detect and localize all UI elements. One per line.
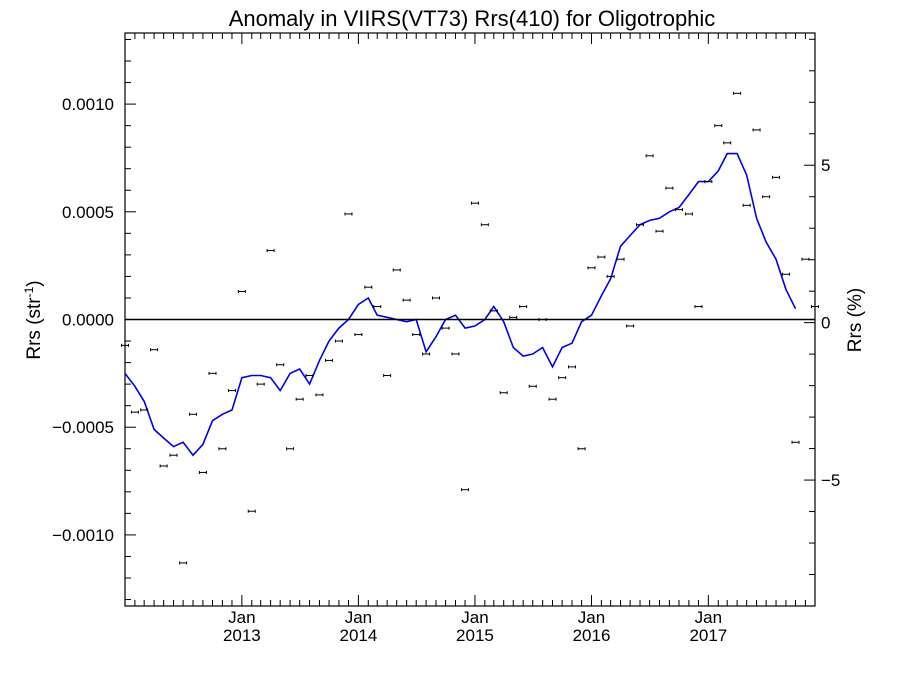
data-point (179, 561, 188, 565)
data-point (587, 266, 596, 270)
data-point (247, 509, 256, 513)
y-axis-label-left-close: ) (24, 280, 45, 286)
y-tick-label: 0.0000 (62, 311, 114, 330)
data-point (441, 326, 450, 330)
plot-area: 0.00100.00050.0000−0.0005−0.001050−5Jan2… (52, 32, 840, 645)
running-mean-line (124, 152, 797, 457)
y-tick-label: −0.0005 (52, 418, 114, 437)
data-point (626, 324, 635, 328)
data-point (781, 272, 790, 276)
data-point (402, 298, 411, 302)
x-tick-year-label: 2014 (339, 626, 377, 645)
data-point (130, 410, 139, 414)
data-point (714, 124, 723, 128)
data-point (237, 289, 246, 293)
data-point (286, 447, 295, 451)
data-point (811, 305, 819, 309)
data-point (519, 305, 528, 309)
data-point (431, 296, 440, 300)
data-point (548, 397, 557, 401)
data-point (256, 382, 265, 386)
data-point (159, 464, 168, 468)
data-point (558, 376, 567, 380)
y-tick-label: 0.0005 (62, 203, 114, 222)
data-point (645, 154, 654, 158)
data-point (334, 339, 343, 343)
data-point (227, 389, 236, 393)
data-point (597, 255, 606, 259)
data-point (140, 408, 149, 412)
data-point (762, 195, 771, 199)
data-point (480, 223, 489, 227)
data-point (801, 257, 810, 261)
data-point (208, 371, 217, 375)
data-point (655, 229, 664, 233)
y-axis-label-left: Rrs (str-1) (22, 280, 45, 359)
x-tick-month-label: Jan (228, 608, 255, 627)
x-tick-month-label: Jan (578, 608, 605, 627)
data-point (364, 285, 373, 289)
data-point (538, 318, 547, 321)
data-point (169, 453, 178, 457)
y2-tick-label: 0 (821, 314, 830, 333)
data-point (461, 488, 470, 492)
data-point (568, 365, 577, 369)
y-tick-label: 0.0010 (62, 95, 114, 114)
data-point (276, 363, 285, 367)
data-point (198, 470, 207, 474)
data-point (723, 141, 732, 145)
x-tick-year-label: 2013 (223, 626, 261, 645)
data-point (665, 186, 674, 190)
data-point (295, 397, 304, 401)
data-point (577, 447, 586, 451)
data-point (422, 352, 431, 356)
x-tick-year-label: 2015 (456, 626, 494, 645)
data-point (412, 333, 421, 337)
y-axis-label-left-text: Rrs (str (24, 297, 45, 360)
data-point (791, 440, 800, 444)
y-axis-label-left-sup: -1 (22, 286, 36, 297)
y2-tick-label: −5 (821, 471, 840, 490)
x-tick-year-label: 2016 (573, 626, 611, 645)
x-tick-month-label: Jan (695, 608, 722, 627)
data-point (121, 343, 129, 347)
data-point (528, 384, 537, 388)
data-point (752, 128, 761, 132)
data-point (315, 393, 324, 397)
data-point (674, 208, 683, 212)
data-point (704, 180, 713, 184)
data-point (470, 201, 479, 205)
data-point (354, 333, 363, 337)
data-point (606, 274, 615, 278)
y2-tick-label: 5 (821, 156, 830, 175)
y-axis-label-right: Rrs (%) (845, 288, 866, 352)
x-tick-month-label: Jan (345, 608, 372, 627)
data-point (684, 212, 693, 216)
data-point (325, 358, 334, 362)
x-tick-year-label: 2017 (689, 626, 727, 645)
data-point (694, 305, 703, 309)
data-point (266, 249, 275, 253)
data-point (305, 374, 314, 378)
data-point (733, 91, 742, 95)
data-point (392, 268, 401, 272)
x-tick-month-label: Jan (461, 608, 488, 627)
data-point (218, 447, 227, 451)
data-point (636, 223, 645, 227)
data-point (373, 305, 382, 309)
data-point (344, 212, 353, 216)
data-point (772, 175, 781, 179)
data-point (150, 348, 159, 352)
y-tick-label: −0.0010 (52, 526, 114, 545)
data-point (616, 257, 625, 261)
data-point (742, 203, 751, 207)
data-point (509, 315, 518, 319)
data-point (189, 412, 198, 416)
data-point (451, 352, 460, 356)
data-point (499, 391, 508, 395)
chart-title: Anomaly in VIIRS(VT73) Rrs(410) for Olig… (229, 6, 716, 31)
data-point (383, 374, 392, 378)
data-point (489, 309, 498, 313)
